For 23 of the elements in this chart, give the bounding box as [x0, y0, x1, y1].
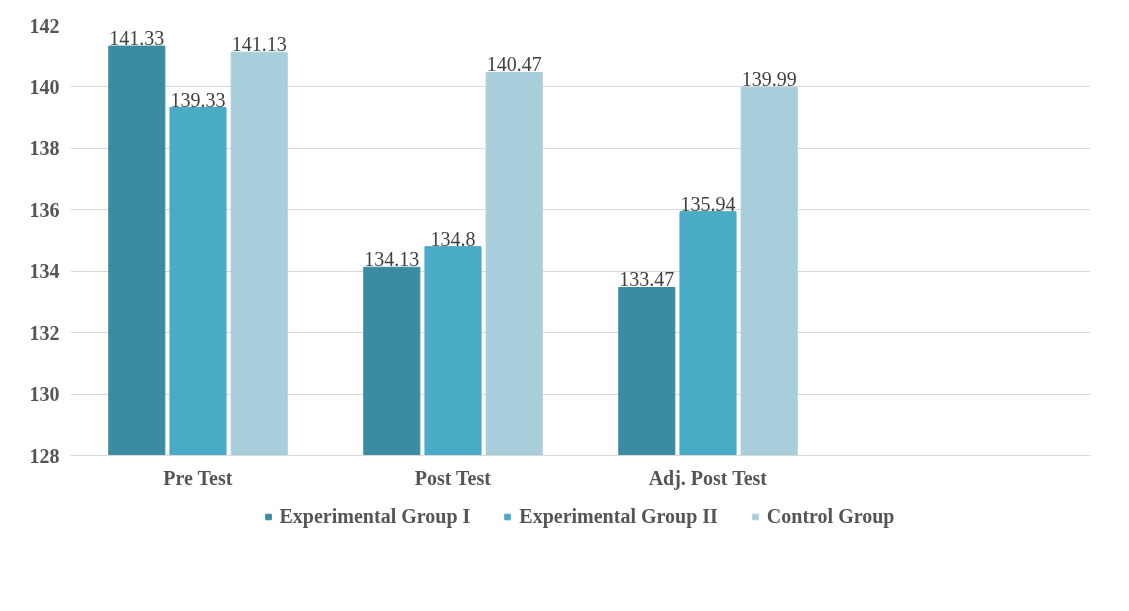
- data-label: 135.94: [680, 192, 736, 215]
- x-tick-label: Pre Test: [163, 466, 233, 489]
- y-tick-label: 138: [29, 137, 60, 160]
- data-label: 141.33: [109, 27, 165, 50]
- legend-label: Experimental Group II: [519, 504, 718, 528]
- y-tick-label: 134: [29, 260, 60, 283]
- data-label: 134.13: [364, 248, 420, 271]
- data-label: 133.47: [619, 268, 675, 291]
- data-label: 139.33: [170, 88, 226, 111]
- data-label: 134.8: [430, 227, 476, 250]
- legend-label: Experimental Group I: [279, 504, 471, 528]
- y-tick-label: 132: [29, 321, 60, 344]
- y-tick-label: 128: [29, 444, 60, 467]
- x-tick-label: Adj. Post Test: [648, 466, 768, 490]
- data-label: 141.13: [231, 33, 287, 56]
- x-tick-label: Post Test: [414, 466, 492, 489]
- y-tick-label: 136: [29, 198, 60, 221]
- data-label: 139.99: [741, 68, 797, 91]
- y-tick-label: 142: [29, 14, 60, 37]
- y-tick-label: 130: [29, 383, 60, 406]
- legend-label: Control Group: [766, 504, 895, 528]
- data-label: 140.47: [486, 53, 542, 76]
- y-tick-label: 140: [29, 75, 60, 98]
